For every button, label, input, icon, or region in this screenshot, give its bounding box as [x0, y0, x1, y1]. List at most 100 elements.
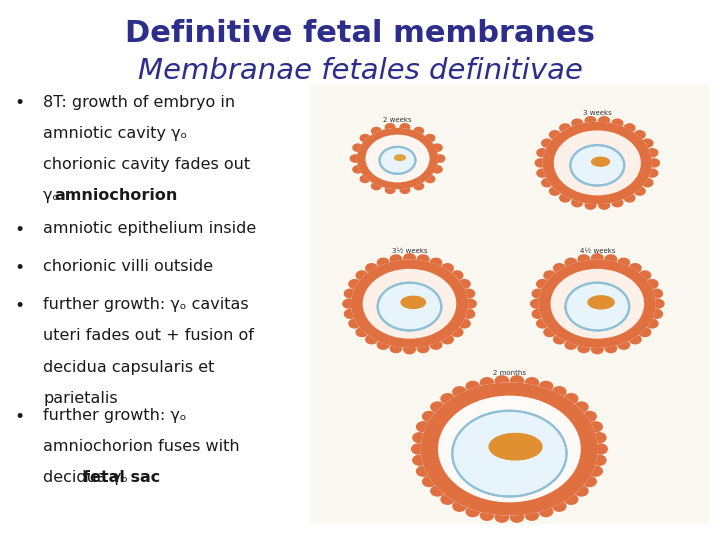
- Circle shape: [356, 271, 368, 280]
- Circle shape: [539, 260, 655, 347]
- Circle shape: [385, 124, 395, 131]
- Circle shape: [464, 299, 476, 308]
- Text: further growth: γₒ: further growth: γₒ: [43, 408, 186, 423]
- Circle shape: [559, 194, 570, 202]
- Circle shape: [441, 394, 454, 403]
- Circle shape: [593, 455, 606, 465]
- Text: decidua capsularis et: decidua capsularis et: [43, 360, 215, 375]
- Circle shape: [554, 335, 565, 344]
- Circle shape: [463, 289, 474, 298]
- Text: fetal sac: fetal sac: [83, 470, 160, 485]
- Circle shape: [572, 199, 582, 207]
- Circle shape: [404, 345, 415, 354]
- Circle shape: [544, 328, 556, 336]
- Circle shape: [651, 289, 662, 298]
- Circle shape: [451, 328, 463, 336]
- Circle shape: [599, 201, 610, 209]
- Circle shape: [624, 124, 635, 132]
- Circle shape: [344, 309, 356, 318]
- Circle shape: [366, 264, 377, 272]
- Circle shape: [536, 319, 549, 328]
- Circle shape: [531, 299, 542, 308]
- Circle shape: [453, 387, 466, 397]
- Text: chorionic cavity fades out: chorionic cavity fades out: [43, 157, 251, 172]
- Circle shape: [431, 402, 444, 412]
- Circle shape: [553, 387, 566, 397]
- Circle shape: [510, 376, 523, 386]
- Circle shape: [624, 194, 635, 202]
- Circle shape: [459, 280, 470, 288]
- Text: amniochorion fuses with: amniochorion fuses with: [43, 439, 240, 454]
- Circle shape: [417, 422, 430, 431]
- Text: parietalis: parietalis: [43, 391, 118, 406]
- Circle shape: [426, 134, 435, 141]
- Circle shape: [356, 328, 368, 336]
- Circle shape: [649, 159, 660, 167]
- Wedge shape: [421, 383, 598, 515]
- Circle shape: [651, 309, 662, 318]
- Circle shape: [377, 282, 441, 330]
- Circle shape: [418, 255, 429, 264]
- Circle shape: [351, 260, 467, 347]
- Text: 2 months: 2 months: [493, 370, 526, 376]
- Circle shape: [430, 341, 441, 349]
- Circle shape: [390, 255, 402, 264]
- Circle shape: [360, 134, 370, 141]
- Circle shape: [495, 376, 508, 386]
- Circle shape: [525, 377, 539, 388]
- Circle shape: [372, 183, 381, 190]
- Circle shape: [343, 299, 354, 308]
- Text: further growth: γₒ cavitas: further growth: γₒ cavitas: [43, 297, 249, 312]
- Circle shape: [532, 289, 544, 298]
- Ellipse shape: [395, 155, 405, 160]
- Text: •: •: [14, 297, 24, 315]
- Circle shape: [578, 344, 590, 353]
- Circle shape: [385, 186, 395, 193]
- Circle shape: [414, 183, 423, 190]
- Circle shape: [414, 127, 423, 134]
- Circle shape: [532, 309, 544, 318]
- Circle shape: [495, 512, 508, 522]
- Circle shape: [554, 264, 565, 272]
- Wedge shape: [351, 260, 467, 347]
- Circle shape: [585, 201, 596, 209]
- Circle shape: [589, 422, 602, 431]
- Circle shape: [433, 144, 442, 151]
- Circle shape: [593, 433, 606, 443]
- Text: •: •: [14, 221, 24, 239]
- Circle shape: [565, 341, 577, 349]
- Circle shape: [647, 319, 658, 328]
- Circle shape: [629, 264, 641, 272]
- Circle shape: [360, 176, 370, 183]
- Circle shape: [353, 144, 362, 151]
- Circle shape: [423, 411, 436, 421]
- Circle shape: [647, 280, 658, 288]
- Circle shape: [423, 477, 436, 487]
- Ellipse shape: [592, 157, 609, 166]
- Circle shape: [634, 131, 645, 139]
- Circle shape: [541, 179, 552, 187]
- Wedge shape: [544, 123, 652, 204]
- Circle shape: [466, 507, 480, 517]
- Circle shape: [539, 381, 553, 391]
- Circle shape: [349, 319, 361, 328]
- Circle shape: [372, 127, 381, 134]
- Circle shape: [510, 512, 523, 522]
- Circle shape: [366, 335, 377, 344]
- Text: chorionic villi outside: chorionic villi outside: [43, 259, 213, 274]
- Circle shape: [413, 433, 426, 443]
- Circle shape: [417, 466, 430, 476]
- Circle shape: [572, 119, 582, 127]
- Circle shape: [453, 501, 466, 511]
- Text: •: •: [14, 259, 24, 277]
- Circle shape: [390, 344, 402, 353]
- Text: amniotic cavity γₒ: amniotic cavity γₒ: [43, 126, 187, 141]
- Ellipse shape: [489, 434, 542, 460]
- Circle shape: [536, 280, 549, 288]
- Circle shape: [441, 335, 453, 344]
- Circle shape: [452, 411, 567, 496]
- Circle shape: [349, 280, 361, 288]
- Text: 2 weeks: 2 weeks: [383, 117, 412, 123]
- Text: decidua γₒ: decidua γₒ: [43, 470, 133, 485]
- Circle shape: [553, 501, 566, 511]
